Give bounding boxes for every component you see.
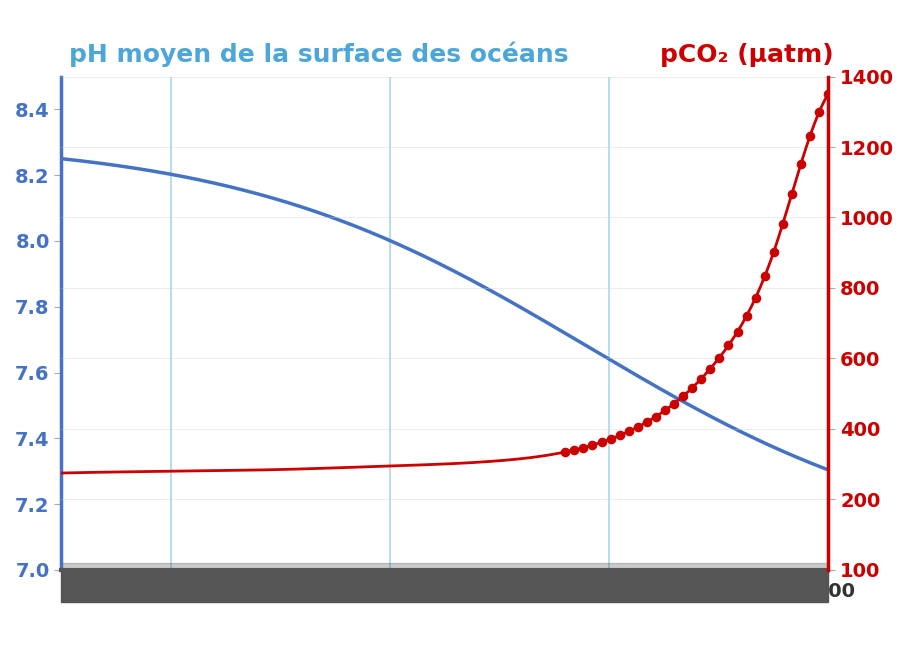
Point (730, 326, 744, 337)
Point (640, 417, 654, 427)
Point (703, 363, 717, 374)
Bar (62, 564, 828, 570)
Point (631, 422, 645, 432)
Point (739, 311, 754, 321)
Point (694, 374, 708, 384)
Point (685, 383, 700, 393)
Point (721, 340, 735, 350)
Text: pH moyen de la surface des océans: pH moyen de la surface des océans (69, 41, 569, 67)
Point (558, 447, 573, 457)
Point (757, 271, 772, 281)
Point (567, 445, 582, 455)
Point (712, 352, 726, 363)
Point (576, 443, 591, 453)
Point (604, 434, 618, 444)
Point (784, 188, 799, 199)
Point (594, 437, 609, 447)
Point (821, 89, 835, 99)
Point (794, 159, 808, 169)
Point (613, 430, 627, 441)
Text: pCO₂ (μatm): pCO₂ (μatm) (660, 43, 834, 67)
Point (812, 107, 826, 117)
Point (622, 426, 636, 437)
Point (667, 398, 682, 409)
Point (585, 440, 600, 450)
Point (649, 411, 664, 422)
Bar (62, 570, 828, 602)
Point (775, 218, 790, 229)
Point (766, 246, 781, 257)
Point (676, 391, 691, 401)
Point (748, 292, 763, 303)
Point (803, 131, 817, 141)
Point (658, 405, 673, 415)
